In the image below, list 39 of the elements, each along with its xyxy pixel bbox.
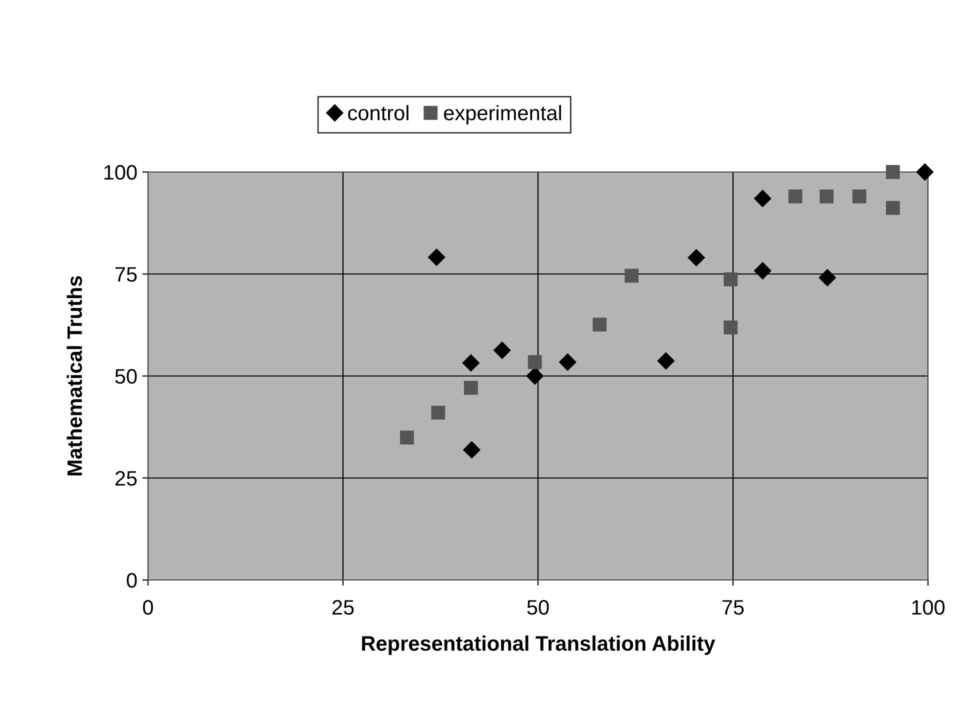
legend-label: control: [348, 105, 408, 120]
point: [688, 249, 705, 266]
y-tick-label: 75: [115, 267, 137, 282]
point: [624, 268, 639, 283]
point: [528, 355, 542, 370]
point: [886, 200, 900, 215]
point: [526, 367, 544, 385]
y-tick-label: 50: [115, 369, 137, 384]
point: [592, 318, 607, 332]
y-axis-title: Mathematical Truths: [66, 276, 82, 476]
point: [463, 441, 480, 458]
y-tick-label: 0: [126, 573, 137, 588]
point: [886, 165, 900, 179]
point: [724, 272, 738, 286]
point: [820, 190, 834, 204]
point: [818, 269, 836, 286]
y-tick-label: 25: [115, 471, 137, 486]
point: [400, 430, 414, 445]
point: [754, 262, 772, 280]
x-tick-label: 50: [527, 600, 549, 615]
point: [464, 380, 478, 395]
point: [559, 354, 576, 371]
point: [428, 248, 446, 266]
y-tick-label: 100: [104, 165, 137, 180]
point: [462, 354, 480, 372]
point: [754, 190, 772, 208]
x-tick-label: 0: [143, 600, 153, 615]
point: [916, 163, 934, 181]
point: [657, 352, 674, 370]
x-tick-label: 25: [332, 600, 354, 615]
x-tick-label: 75: [722, 600, 744, 615]
legend-label: experimental: [444, 105, 561, 124]
point: [494, 342, 511, 359]
x-axis-title: Representational Translation Ability: [362, 636, 716, 655]
point: [852, 190, 866, 204]
point: [788, 190, 802, 204]
point: [431, 406, 446, 420]
point: [724, 320, 738, 334]
x-tick-label: 100: [912, 600, 945, 615]
